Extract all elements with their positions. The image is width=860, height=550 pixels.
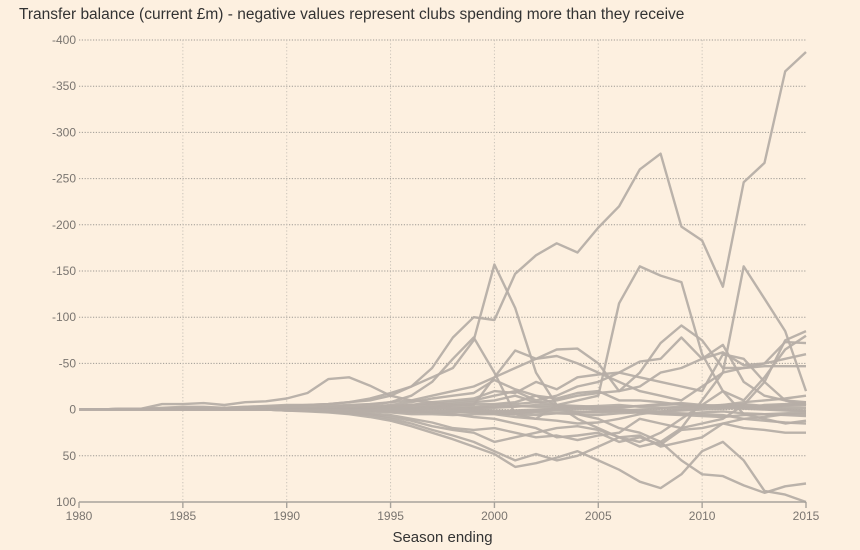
series-line-club-11 — [79, 353, 807, 411]
series-layer — [79, 51, 808, 504]
y-tick-label: -250 — [52, 172, 76, 186]
y-tick-label: -50 — [59, 356, 77, 370]
x-tick-label: 1985 — [170, 509, 197, 523]
x-tick-label: 1980 — [66, 509, 93, 523]
x-tick-label: 1995 — [377, 509, 404, 523]
y-tick-label: -350 — [52, 79, 76, 93]
y-tick-label: -100 — [52, 310, 76, 324]
series-line-club-1 — [79, 51, 807, 411]
grid-layer — [79, 39, 806, 502]
x-tick-label: 1990 — [273, 509, 300, 523]
y-tick-label: -400 — [52, 33, 76, 47]
series-line-club-3 — [79, 265, 807, 425]
series-line-club-10 — [79, 330, 807, 442]
y-tick-label: -200 — [52, 218, 76, 232]
y-tick-label: 100 — [56, 495, 76, 509]
x-tick-label: 2015 — [793, 509, 820, 523]
chart-title: Transfer balance (current £m) - negative… — [19, 6, 685, 23]
y-tick-label: 0 — [69, 403, 76, 417]
y-tick-label: 50 — [63, 449, 77, 463]
x-tick-label: 2005 — [585, 509, 612, 523]
series-line-club-2 — [79, 263, 808, 448]
series-line-club-24 — [79, 405, 807, 413]
y-tick-label: -150 — [52, 264, 76, 278]
x-axis-title: Season ending — [392, 529, 492, 546]
x-tick-label: 2010 — [689, 509, 716, 523]
y-tick-label: -300 — [52, 125, 76, 139]
x-tick-label: 2000 — [481, 509, 508, 523]
axis-layer: -400-350-300-250-200-150-100-50050100198… — [52, 33, 820, 523]
